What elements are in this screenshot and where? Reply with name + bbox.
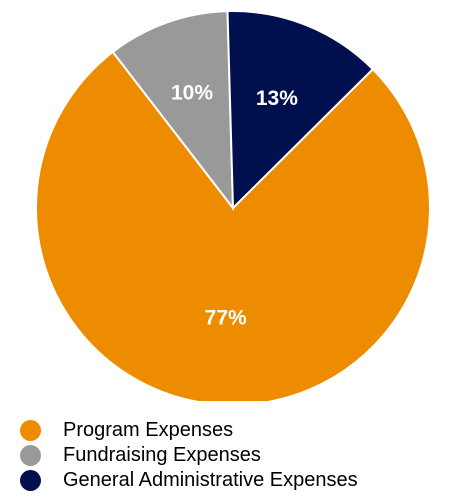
slice-label-program-expenses: 77% xyxy=(205,307,247,330)
legend-item-general-administrative-expenses: General Administrative Expenses xyxy=(20,468,450,493)
legend-swatch-program-expenses xyxy=(20,420,41,441)
legend-item-fundraising-expenses: Fundraising Expenses xyxy=(20,443,450,468)
legend: Program Expenses Fundraising Expenses Ge… xyxy=(20,418,450,493)
pie-slice-fundraising-expenses xyxy=(111,10,235,212)
pie-chart-svg: 77% 10% 13% xyxy=(35,10,431,406)
legend-item-program-expenses: Program Expenses xyxy=(20,418,450,443)
legend-swatch-fundraising-expenses xyxy=(20,445,41,466)
legend-label-program-expenses: Program Expenses xyxy=(63,419,234,441)
legend-label-general-administrative-expenses: General Administrative Expenses xyxy=(63,469,358,491)
pie-slice-general-administrative-expenses xyxy=(226,10,375,211)
legend-swatch-general-administrative-expenses xyxy=(20,470,41,491)
slice-label-general-administrative-expenses: 13% xyxy=(256,87,298,110)
slice-label-fundraising-expenses: 10% xyxy=(171,81,213,104)
legend-label-fundraising-expenses: Fundraising Expenses xyxy=(63,444,261,466)
